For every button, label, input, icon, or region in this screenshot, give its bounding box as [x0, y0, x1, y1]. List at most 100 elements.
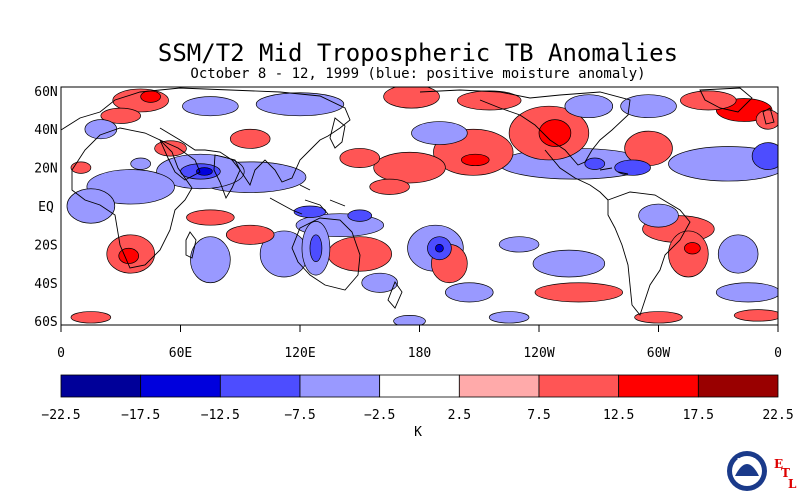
coastline-uk	[762, 107, 775, 125]
colorbar-swatch-7	[618, 374, 699, 398]
lat-label-0: 60N	[34, 85, 57, 100]
anomaly-feature-64	[393, 315, 426, 325]
lon-label-1: 60E	[169, 346, 192, 361]
anomaly-feature-67	[154, 140, 187, 157]
colorbar-tick-labels: −22.5 −17.5 −12.5 −7.5 −2.5 2.5 7.5 12.5 17.5 22.…	[41, 408, 793, 423]
anomaly-feature-22	[614, 159, 651, 176]
coastline-arabia	[159, 139, 201, 181]
colorbar-tick-7: 12.5	[603, 408, 634, 423]
colorbar-swatch-3	[299, 374, 381, 398]
lon-label-0: 0	[57, 346, 65, 361]
anomaly-feature-5	[66, 188, 116, 224]
noaa-badge-text: NOAA	[737, 458, 757, 465]
longitude-labels: 0 60E 120E 180 120W 60W 0	[57, 346, 782, 361]
noaa-bird-shape	[735, 464, 759, 476]
anomaly-feature-62	[70, 311, 112, 324]
colorbar-tick-9: 22.5	[762, 408, 793, 423]
coastline-caribbean	[599, 167, 629, 175]
colorbar-tick-6: 7.5	[527, 408, 550, 423]
anomaly-feature-54	[361, 272, 398, 293]
coastline-eurasia	[61, 87, 351, 187]
colorbar-unit-label: K	[414, 425, 422, 440]
colorbar-swatch-4	[379, 374, 460, 398]
lat-label-4: 20S	[34, 238, 57, 253]
anomaly-feature-53	[225, 224, 275, 245]
anomaly-feature-60	[634, 311, 683, 324]
coastlines	[61, 87, 775, 316]
anomaly-feature-12	[309, 234, 323, 263]
colorbar-tick-3: −7.5	[284, 408, 315, 423]
anomaly-feature-31	[190, 236, 231, 284]
coastline-australia	[291, 217, 361, 291]
lon-label-4: 120W	[523, 346, 554, 361]
coastline-new-zealand	[387, 281, 403, 309]
colorbar-tick-5: 2.5	[448, 408, 471, 423]
anomaly-feature-61	[733, 309, 778, 322]
anomaly-feature-7	[293, 205, 327, 218]
anomaly-feature-35	[373, 151, 446, 184]
anomaly-feature-44	[620, 94, 677, 119]
anomaly-feature-25	[751, 142, 778, 170]
anomaly-feature-33	[532, 249, 606, 278]
anomaly-feature-41	[411, 121, 468, 145]
anomaly-feature-63	[488, 311, 530, 324]
colorbar-swatch-0	[60, 374, 142, 398]
latitude-labels: 60N 40N 20N EQ 20S 40S 60S	[34, 85, 57, 330]
anomaly-feature-57	[638, 203, 679, 228]
coastline-greenland	[699, 87, 753, 113]
coastline-south-america	[607, 191, 691, 316]
colorbar	[60, 374, 779, 398]
lat-label-3: EQ	[38, 200, 54, 215]
anomaly-feature-39	[255, 92, 345, 117]
coastline-japan	[329, 117, 346, 149]
coastline-north-america	[419, 89, 631, 166]
anomaly-feature-68	[84, 119, 118, 140]
anomaly-feature-49	[229, 128, 271, 149]
anomaly-feature-45	[680, 90, 737, 111]
anomaly-feature-8	[347, 209, 373, 222]
colorbar-tick-4: −2.5	[364, 408, 395, 423]
lon-label-2: 120E	[284, 346, 315, 361]
coastline-madagascar	[185, 231, 197, 259]
anomaly-feature-42	[456, 90, 522, 111]
lat-label-6: 60S	[34, 315, 57, 330]
logo-letter-l: L	[788, 477, 797, 491]
anomaly-feature-30	[118, 247, 140, 264]
anomaly-feature-48	[100, 107, 142, 124]
colorbar-swatch-6	[538, 374, 620, 398]
lon-label-6: 0	[774, 346, 782, 361]
colorbar-swatch-8	[697, 374, 779, 398]
colorbar-tick-0: −22.5	[41, 408, 80, 423]
anomaly-feature-27	[668, 230, 709, 278]
anomaly-feature-55	[445, 282, 494, 303]
anomaly-feature-59	[715, 282, 778, 303]
colorbar-swatch-1	[140, 374, 221, 398]
logo-letter-t: T	[781, 466, 790, 480]
lat-label-5: 40S	[34, 277, 57, 292]
coastline-indonesia	[269, 184, 346, 215]
anomaly-feature-50	[339, 148, 381, 168]
coastline-central-america	[544, 149, 609, 201]
lat-label-1: 40N	[34, 123, 57, 138]
anomaly-feature-19	[538, 119, 572, 147]
lat-label-2: 20N	[34, 162, 57, 177]
coastline-india	[213, 154, 241, 200]
noaa-etl-logo: NOAA E T L	[727, 451, 797, 491]
anomaly-features	[66, 87, 778, 325]
anomaly-feature-15	[435, 244, 444, 253]
lon-label-3: 180	[408, 346, 431, 361]
anomaly-feature-24	[668, 146, 778, 182]
colorbar-swatch-5	[458, 374, 540, 398]
anomaly-feature-52	[186, 209, 235, 226]
colorbar-swatch-2	[219, 374, 301, 398]
anomaly-feature-38	[182, 96, 239, 117]
anomaly-feature-17	[460, 153, 490, 167]
anomaly-feature-47	[755, 109, 778, 130]
anomaly-feature-21	[584, 157, 606, 170]
anomaly-feature-66	[130, 157, 151, 170]
coastline-africa	[71, 127, 193, 269]
anomaly-feature-51	[369, 178, 410, 195]
longitude-ticks	[60, 325, 779, 332]
page-subtitle: October 8 - 12, 1999 (blue: positive moi…	[190, 66, 645, 82]
